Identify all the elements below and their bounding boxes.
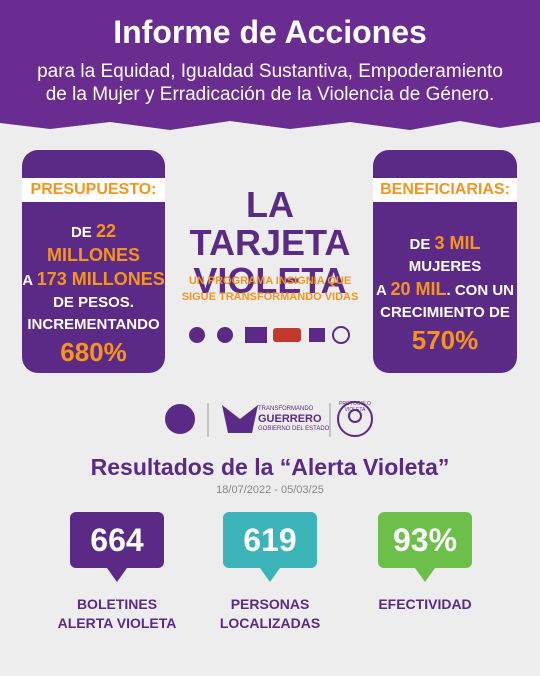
stat-box: 664 [70, 512, 164, 582]
beneficiaries-card: BENEFICIARIAS: DE 3 MIL MUJERES A 20 MIL.… [373, 150, 517, 373]
logo-text-line: GOBIERNO DEL ESTADO [258, 426, 330, 432]
card-line: INCREMENTANDO [22, 314, 165, 336]
card-text: 680% [60, 337, 127, 367]
logo-text: TRANSFORMANDO GUERRERO GOBIERNO DEL ESTA… [258, 405, 329, 433]
card-text: DE PESOS. [53, 294, 134, 311]
logo-text-line: GUERRERO [258, 413, 322, 425]
card-label: PRESUPUESTO: [22, 178, 165, 202]
card-text: DE [70, 224, 96, 241]
subtitle-line: de la Mujer y Erradicación de la Violenc… [45, 84, 495, 105]
logo-text: PROTOCOLO VIOLETA [339, 401, 371, 413]
card-text: A [376, 282, 391, 299]
card-text: MUJERES [408, 258, 482, 275]
card-body: DE 3 MIL MUJERES A 20 MIL. CON UN CRECIMIE… [373, 232, 517, 356]
program-title-line: LA TARJETA [189, 184, 351, 263]
stat-pointer [260, 568, 280, 582]
card-line: 680% [22, 336, 165, 368]
card-line: 570% [373, 324, 517, 356]
subtitle: para la Equidad, Igualdad Sustantiva, Em… [0, 60, 540, 106]
program-title: LA TARJETA VIOLETA [170, 186, 370, 300]
program-subtitle-line: UN PROGRAMA INSIGNIA QUE [188, 275, 352, 287]
subtitle-line: para la Equidad, Igualdad Sustantiva, Em… [37, 61, 503, 82]
stat-label: BOLETINES ALERTA VIOLETA [32, 595, 202, 633]
stat-pointer [415, 568, 435, 582]
program-subtitle: UN PROGRAMA INSIGNIA QUE SIGUE TRANSFORM… [170, 273, 370, 305]
card-label: BENEFICIARIAS: [373, 178, 517, 202]
card-text: A [22, 272, 37, 289]
stat-label-line: ALERTA VIOLETA [57, 615, 177, 631]
date-range: 18/07/2022 - 05/03/25 [216, 484, 324, 496]
card-text: 173 MILLONES [36, 269, 165, 289]
card-text: 3 MIL [434, 233, 481, 253]
card-line: A 20 MIL. CON UN [373, 278, 517, 302]
program-title-line: VIOLETA [193, 260, 347, 301]
stat-box: 93% [378, 512, 472, 582]
card-text: 20 MIL [390, 279, 447, 299]
card-line: CRECIMIENTO DE [373, 302, 517, 324]
stat-label-line: EFECTIVIDAD [378, 596, 472, 612]
card-text: INCREMENTANDO [27, 316, 160, 333]
stat-label: PERSONAS LOCALIZADAS [185, 595, 355, 633]
stat-box: 619 [223, 512, 317, 582]
stat-pointer [107, 568, 127, 582]
stat-label-line: LOCALIZADAS [219, 615, 321, 631]
stat-label-line: PERSONAS [230, 596, 310, 612]
card-text: 22 MILLONES [47, 221, 140, 265]
stat-label-line: BOLETINES [76, 596, 158, 612]
card-text: 570% [411, 325, 479, 355]
results-title: Resultados de la “Alerta Violeta” [90, 454, 450, 480]
stat-label: EFECTIVIDAD [340, 595, 510, 614]
logo-text-line: TRANSFORMANDO [258, 406, 314, 412]
card-text: CRECIMIENTO DE [380, 304, 510, 321]
card-text: . CON UN [446, 282, 514, 299]
card-line: A 173 MILLONES [22, 268, 165, 292]
logo-row [165, 401, 373, 437]
card-line: DE 3 MIL MUJERES [373, 232, 517, 278]
program-subtitle-line: SIGUE TRANSFORMANDO VIDAS [181, 291, 359, 303]
title: Informe de Acciones [113, 14, 427, 50]
card-line: DE PESOS. [22, 292, 165, 314]
logo-row-small [189, 326, 350, 344]
card-line: DE 22 MILLONES [22, 220, 165, 268]
card-body: DE 22 MILLONES A 173 MILLONES DE PESOS. INC… [22, 220, 165, 368]
budget-card: PRESUPUESTO: DE 22 MILLONES A 173 MILLONE… [22, 150, 165, 373]
header-band [0, 0, 540, 130]
card-text: DE [409, 236, 435, 253]
